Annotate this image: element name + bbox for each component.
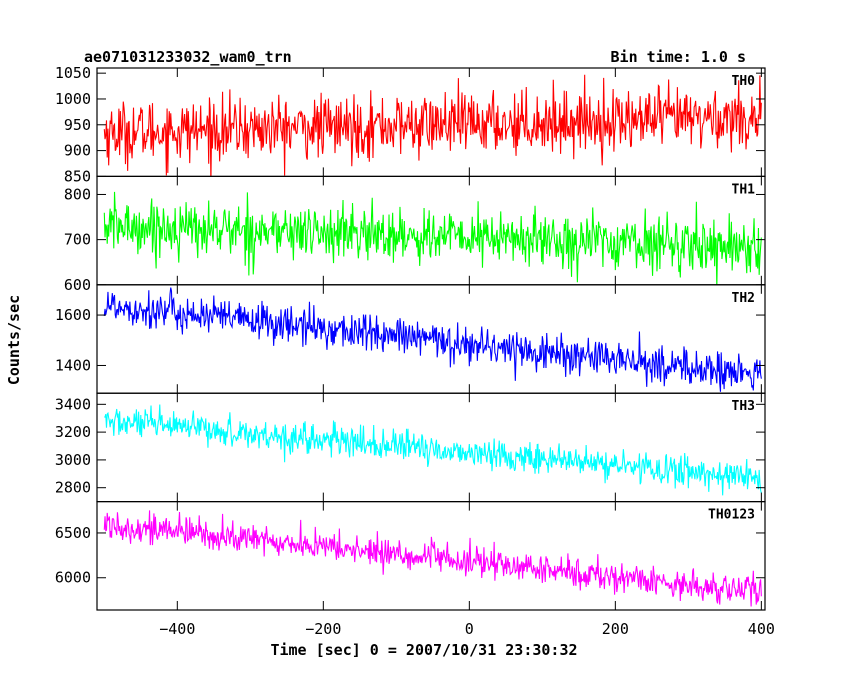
panel-th3: 2800 3000 3200 3400 TH3	[55, 392, 766, 503]
y-tick-label: 1400	[55, 356, 91, 374]
x-tick-label: 200	[602, 620, 629, 638]
y-tick-label: 900	[64, 142, 91, 160]
panel-frame	[96, 392, 766, 503]
y-tick-label: 950	[64, 116, 91, 134]
x-axis-title: Time [sec] 0 = 2007/10/31 23:30:32	[270, 641, 577, 659]
y-tick-label: 1600	[55, 306, 91, 324]
panel-th1: 600 700 800 TH1	[64, 175, 766, 294]
y-tick-label: 600	[64, 276, 91, 294]
series-line-th3	[104, 404, 762, 496]
y-tick-label: 1000	[55, 90, 91, 108]
panel-frame	[96, 501, 766, 611]
series-line-th1	[103, 191, 762, 285]
x-tick-label: −400	[159, 620, 195, 638]
y-tick-label: 850	[64, 167, 91, 185]
y-tick-label: 6500	[55, 524, 91, 542]
y-tick-label: 3400	[55, 395, 91, 413]
x-tick-label: 0	[465, 620, 474, 638]
y-tick-label: 800	[64, 185, 91, 203]
panel-name: TH1	[732, 182, 756, 197]
series-line-th0123	[103, 510, 762, 607]
bin-time-label: Bin time: 1.0 s	[611, 48, 746, 66]
y-tick-label: 1050	[55, 64, 91, 82]
x-tick-label: −200	[305, 620, 341, 638]
y-tick-label: 6000	[55, 569, 91, 587]
panel-th2: 1400 1600 TH2	[55, 284, 766, 394]
y-tick-label: 700	[64, 231, 91, 249]
y-tick-label: 3200	[55, 423, 91, 441]
x-tick-label: 400	[748, 620, 775, 638]
panel-name: TH3	[732, 399, 755, 414]
y-tick-label: 3000	[55, 451, 91, 469]
panel-th0123: 6000 6500 TH0123	[55, 501, 766, 611]
y-tick-label: 2800	[55, 479, 91, 497]
panel-th0: 850 900 950 1000 1050 TH0	[55, 64, 766, 185]
y-axis-title: Counts/sec	[5, 295, 23, 385]
chart-title: ae071031233032_wam0_trn	[84, 48, 292, 66]
panel-name: TH2	[732, 291, 755, 306]
series-line-th2	[103, 287, 762, 392]
panels-group: 850 900 950 1000 1050 TH0 600 700 800 TH1 1400 1600…	[55, 64, 766, 611]
x-axis: −400 −200 0 200 400	[159, 620, 775, 638]
panel-name: TH0	[732, 74, 756, 89]
panel-name: TH0123	[708, 508, 755, 523]
series-line-th0	[103, 74, 762, 177]
